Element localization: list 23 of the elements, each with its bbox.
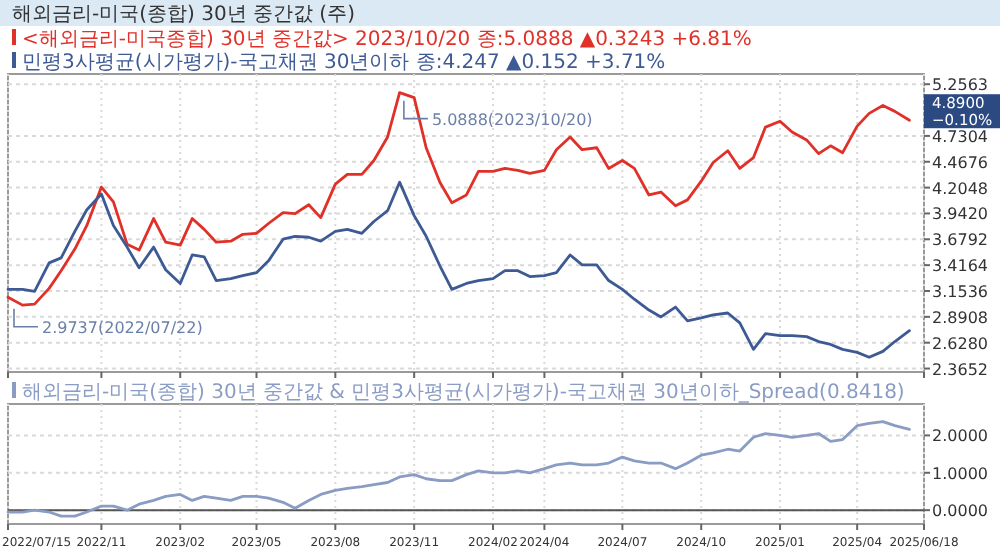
y-tick-label: 4.2048 — [932, 179, 988, 198]
y-tick-label: 2.0000 — [932, 427, 988, 446]
legend-label: 민평3사평균(시가평가)-국고채권 30년이하 종:4.247 ▲0.152 +3.71% — [22, 52, 666, 74]
legend-label: <해외금리-미국종합) 30년 중간값> 2023/10/20 종:5.0888 ▲0.3243 +6.81% — [22, 29, 752, 51]
y-tick-label: 5.2563 — [932, 76, 988, 95]
y-tick-label: 3.9420 — [932, 205, 988, 224]
chart-title: 해외금리-미국(종합) 30년 중간값 (주) — [12, 4, 356, 26]
y-tick-label: 4.7304 — [932, 127, 988, 146]
y-tick-label: 0.0000 — [932, 502, 988, 521]
y-tick-label: 3.4164 — [932, 257, 988, 276]
y-tick-label: 2.8908 — [932, 308, 988, 327]
y-tick-label: 1.0000 — [932, 464, 988, 483]
line-series — [6, 91, 911, 307]
y-tick-label: 2.6280 — [932, 334, 988, 353]
annotation: 5.0888(2023/10/20) — [431, 110, 593, 129]
y-tick-label: 2.3652 — [932, 360, 988, 379]
y-tick-label: 3.6792 — [932, 231, 988, 250]
legend-label: 해외금리-미국(종합) 30년 중간값 & 민평3사평균(시가평가)-국고채권 30년이하_Spread(0.8418) — [22, 382, 905, 404]
line-series — [6, 420, 911, 518]
y-tick-label: 4.4676 — [932, 153, 988, 172]
annotation: 2.9737(2022/07/22) — [42, 318, 203, 337]
y-tick-label: 3.1536 — [932, 283, 988, 301]
line-series — [6, 180, 911, 359]
